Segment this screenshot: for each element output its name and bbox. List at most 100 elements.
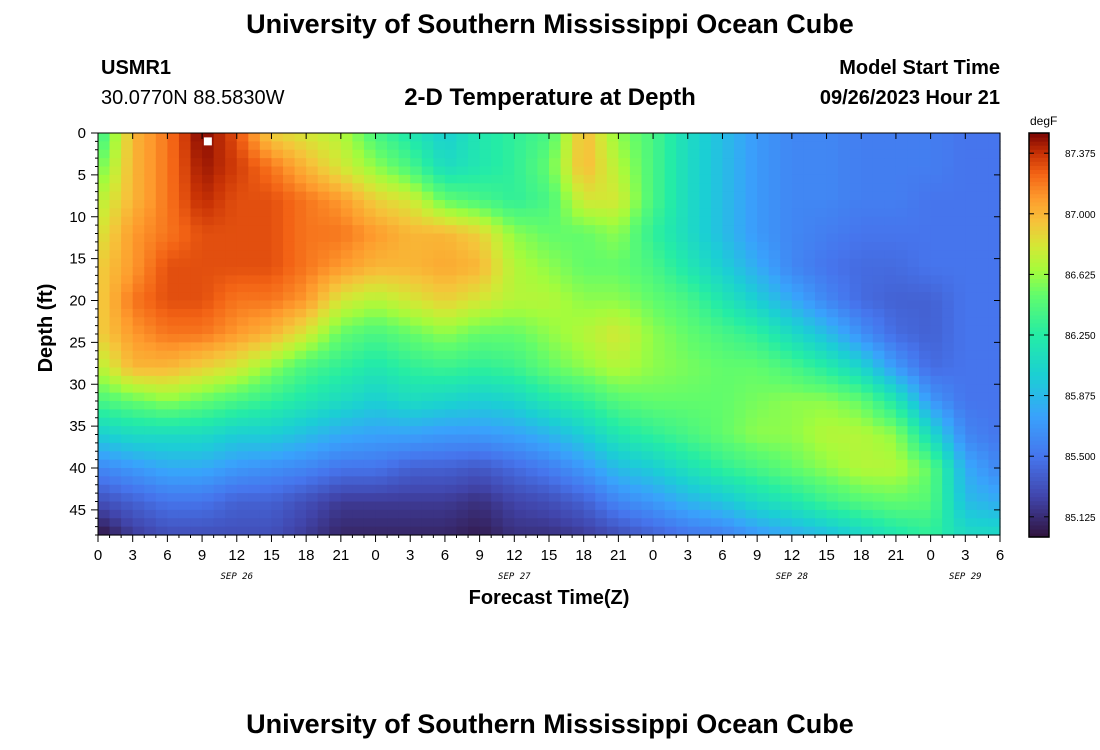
heatmap-cell	[988, 183, 1001, 193]
heatmap-cell	[618, 526, 631, 536]
heatmap-cell	[352, 350, 365, 360]
heatmap-cell	[907, 225, 920, 235]
heatmap-cell	[826, 401, 839, 410]
heatmap-cell	[976, 191, 990, 201]
heatmap-cell	[826, 350, 839, 360]
heatmap-cell	[468, 468, 481, 477]
heatmap-cell	[410, 509, 423, 519]
heatmap-cell	[907, 233, 920, 243]
heatmap-cell	[907, 375, 920, 385]
heatmap-cell	[132, 283, 145, 293]
heatmap-cell	[664, 208, 677, 218]
heatmap-cell	[144, 342, 157, 352]
heatmap-cell	[178, 216, 192, 226]
colorbar-step	[1029, 347, 1049, 352]
heatmap-cell	[780, 233, 793, 243]
heatmap-cell	[410, 417, 423, 427]
heatmap-cell	[664, 342, 677, 352]
heatmap-cell	[768, 484, 781, 494]
heatmap-cell	[202, 526, 215, 536]
heatmap-cell	[444, 442, 458, 452]
heatmap-cell	[965, 426, 978, 436]
heatmap-cell	[433, 267, 446, 276]
heatmap-cell	[814, 392, 828, 402]
heatmap-cell	[965, 384, 978, 394]
heatmap-cell	[826, 250, 839, 260]
heatmap-cell	[387, 225, 400, 235]
heatmap-cell	[710, 367, 724, 377]
heatmap-cell	[664, 250, 677, 260]
heatmap-cell	[444, 459, 458, 469]
heatmap-cell	[491, 509, 504, 519]
heatmap-cell	[456, 250, 469, 260]
heatmap-cell	[537, 174, 550, 184]
heatmap-cell	[444, 183, 458, 193]
heatmap-cell	[537, 200, 550, 209]
heatmap-cell	[791, 166, 805, 176]
heatmap-cell	[757, 191, 770, 201]
heatmap-cell	[664, 417, 677, 427]
heatmap-cell	[271, 392, 284, 402]
heatmap-cell	[363, 258, 377, 268]
heatmap-cell	[572, 342, 585, 352]
heatmap-cell	[421, 216, 434, 226]
heatmap-cell	[132, 308, 145, 318]
heatmap-cell	[178, 367, 192, 377]
heatmap-cell	[745, 359, 758, 369]
heatmap-cell	[768, 200, 781, 209]
heatmap-cell	[144, 526, 157, 536]
heatmap-cell	[606, 141, 619, 151]
colorbar-step	[1029, 157, 1049, 162]
heatmap-cell	[653, 426, 666, 436]
heatmap-cell	[965, 141, 978, 151]
heatmap-cell	[560, 325, 573, 335]
heatmap-cell	[595, 258, 608, 268]
heatmap-cell	[248, 367, 261, 377]
heatmap-cell	[190, 183, 203, 193]
heatmap-cell	[676, 409, 689, 419]
heatmap-cell	[606, 509, 619, 519]
heatmap-cell	[653, 350, 666, 360]
heatmap-cell	[491, 241, 504, 251]
heatmap-cell	[849, 267, 862, 276]
heatmap-cell	[410, 434, 423, 444]
heatmap-cell	[433, 401, 446, 410]
heatmap-cell	[988, 392, 1001, 402]
heatmap-cell	[919, 166, 932, 176]
heatmap-cell	[965, 367, 978, 377]
heatmap-cell	[745, 526, 758, 536]
heatmap-cell	[340, 401, 354, 410]
heatmap-cell	[953, 518, 966, 528]
heatmap-cell	[699, 166, 712, 176]
heatmap-cell	[398, 233, 411, 243]
heatmap-cell	[791, 233, 805, 243]
heatmap-cell	[803, 216, 816, 226]
heatmap-cell	[329, 417, 342, 427]
heatmap-cell	[953, 476, 966, 486]
heatmap-cell	[838, 434, 851, 444]
heatmap-cell	[699, 342, 712, 352]
heatmap-cell	[814, 384, 828, 394]
heatmap-cell	[965, 342, 978, 352]
heatmap-cell	[98, 300, 111, 310]
heatmap-cell	[259, 166, 273, 176]
heatmap-cell	[468, 216, 481, 226]
heatmap-cell	[907, 442, 920, 452]
x-tick-label: 21	[610, 547, 627, 564]
heatmap-cell	[780, 509, 793, 519]
heatmap-cell	[329, 468, 342, 477]
heatmap-cell	[757, 401, 770, 410]
heatmap-cell	[560, 392, 573, 402]
heatmap-cell	[641, 334, 654, 343]
heatmap-cell	[387, 158, 400, 168]
heatmap-cell	[537, 476, 550, 486]
heatmap-cell	[387, 451, 400, 461]
heatmap-cell	[132, 208, 145, 218]
heatmap-cell	[433, 426, 446, 436]
heatmap-cell	[514, 250, 527, 260]
heatmap-cell	[965, 241, 978, 251]
heatmap-cell	[583, 166, 596, 176]
colorbar-step	[1029, 213, 1049, 219]
heatmap-cell	[121, 241, 134, 251]
heatmap-cell	[745, 191, 758, 201]
